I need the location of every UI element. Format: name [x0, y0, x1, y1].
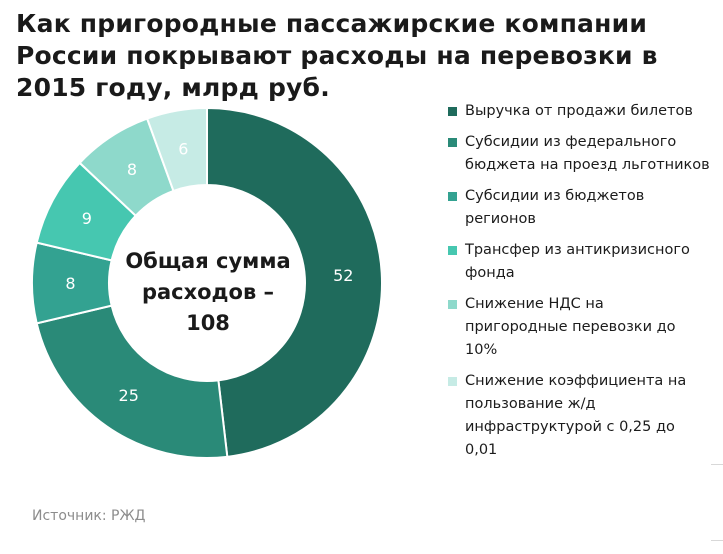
- legend-item: Снижение НДС на пригородные перевозки до…: [448, 293, 710, 362]
- donut-slice: [35, 304, 229, 459]
- legend-label: Выручка от продажи билетов: [465, 103, 693, 119]
- legend-swatch: [448, 377, 457, 386]
- slice-value-label: 8: [65, 274, 75, 293]
- legend-swatch: [448, 246, 457, 255]
- legend-label: Субсидии из бюджетов регионов: [465, 188, 645, 227]
- center-label-line1: Общая сумма: [125, 249, 291, 273]
- center-label-line2: расходов –: [141, 280, 275, 304]
- slice-value-label: 6: [178, 140, 188, 159]
- divider: [711, 464, 723, 465]
- center-label-total: 108: [186, 311, 230, 335]
- slice-value-label: 52: [333, 266, 353, 285]
- donut-chart: 52 25 8 9 8 6: [31, 106, 383, 459]
- legend-swatch: [448, 138, 457, 147]
- chart-legend: Выручка от продажи билетов Субсидии из ф…: [448, 100, 710, 470]
- legend-item: Трансфер из антикризисного фонда: [448, 239, 710, 285]
- legend-label: Снижение НДС на пригородные перевозки до…: [465, 296, 676, 358]
- legend-item: Субсидии из бюджетов регионов: [448, 185, 710, 231]
- slice-value-label: 9: [82, 209, 92, 228]
- legend-swatch: [448, 192, 457, 201]
- source-note: Источник: РЖД: [32, 508, 146, 524]
- center-label: Общая сумма расходов – 108: [108, 246, 308, 339]
- divider: [711, 540, 723, 541]
- legend-item: Субсидии из федерального бюджета на прое…: [448, 131, 710, 177]
- slice-value-label: 25: [119, 386, 139, 405]
- legend-label: Субсидии из федерального бюджета на прое…: [465, 134, 710, 173]
- legend-item: Выручка от продажи билетов: [448, 100, 710, 123]
- legend-swatch: [448, 300, 457, 309]
- chart-title: Как пригородные пассажирские компании Ро…: [16, 9, 658, 102]
- legend-label: Снижение коэффициента на пользование ж/д…: [465, 373, 687, 458]
- legend-swatch: [448, 107, 457, 116]
- slice-value-label: 8: [127, 160, 137, 179]
- donut-slice: [145, 106, 208, 193]
- legend-label: Трансфер из антикризисного фонда: [465, 242, 690, 281]
- donut-slice: [206, 106, 383, 458]
- legend-item: Снижение коэффициента на пользование ж/д…: [448, 370, 710, 462]
